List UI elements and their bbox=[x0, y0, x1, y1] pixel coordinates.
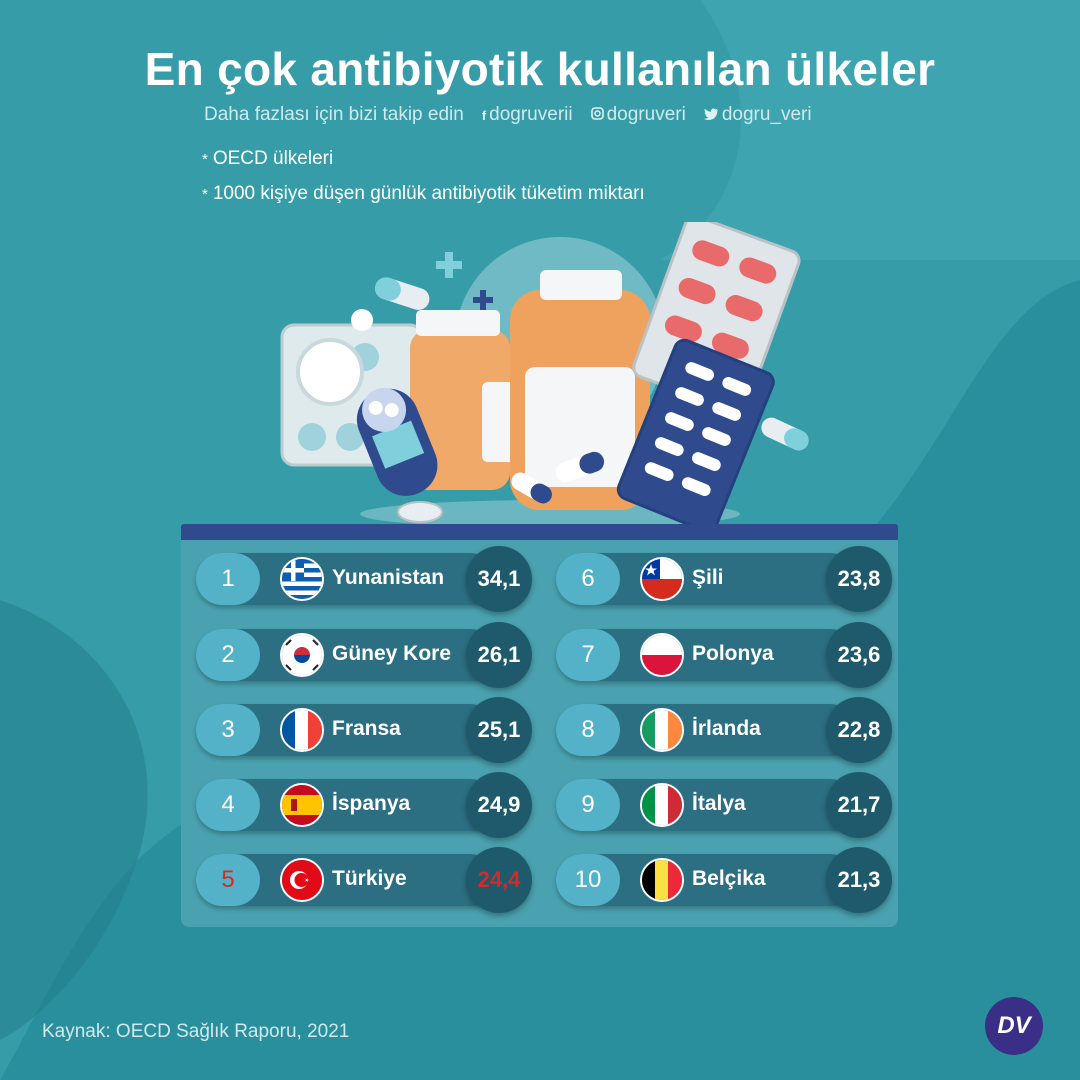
ranking-row: 3 Fransa 25,1 bbox=[196, 697, 532, 763]
rank-number: 1 bbox=[196, 553, 260, 605]
country-name: İtalya bbox=[692, 792, 746, 815]
ranking-row: 5 Türkiye 24,4 bbox=[196, 847, 532, 913]
country-name: İspanya bbox=[332, 792, 411, 815]
ranking-row: 8 İrlanda 22,8 bbox=[556, 697, 892, 763]
value-circle: 26,1 bbox=[466, 622, 532, 688]
logo-text: DV bbox=[997, 1012, 1031, 1039]
country-name: Fransa bbox=[332, 717, 401, 740]
greece-flag bbox=[280, 557, 324, 601]
instagram-icon bbox=[590, 107, 604, 123]
value-circle: 23,6 bbox=[826, 622, 892, 688]
facebook-icon: f bbox=[481, 107, 487, 123]
facebook-link[interactable]: f dogruverii bbox=[482, 104, 573, 126]
ireland-flag bbox=[640, 708, 684, 752]
rank-number: 7 bbox=[556, 629, 620, 681]
ranking-row: 6 Şili 23,8 bbox=[556, 546, 892, 612]
rank-number: 8 bbox=[556, 704, 620, 756]
asterisk-icon: * bbox=[202, 150, 208, 168]
rank-number: 4 bbox=[196, 779, 260, 831]
instagram-link[interactable]: dogruveri bbox=[590, 104, 686, 126]
rank-number: 6 bbox=[556, 553, 620, 605]
note-text: 1000 kişiye düşen günlük antibiyotik tük… bbox=[212, 183, 645, 204]
turkey-flag bbox=[280, 858, 324, 902]
plus-icon bbox=[473, 290, 493, 310]
value-circle: 22,8 bbox=[826, 697, 892, 763]
value-circle: 21,7 bbox=[826, 772, 892, 838]
south-korea-flag bbox=[280, 633, 324, 677]
italy-flag bbox=[640, 783, 684, 827]
twitter-handle: dogru_veri bbox=[721, 104, 812, 125]
follow-bar: Daha fazlası için bizi takip edin f dogr… bbox=[204, 104, 812, 126]
facebook-handle: dogruverii bbox=[489, 104, 573, 125]
rank-number: 2 bbox=[196, 629, 260, 681]
rank-number: 5 bbox=[196, 854, 260, 906]
plus-icon bbox=[436, 252, 462, 278]
country-name: Belçika bbox=[692, 867, 766, 890]
page-title: En çok antibiyotik kullanılan ülkeler bbox=[144, 43, 936, 95]
value-circle: 24,9 bbox=[466, 772, 532, 838]
country-name: Türkiye bbox=[332, 867, 407, 890]
value-circle: 24,4 bbox=[466, 847, 532, 913]
belgium-flag bbox=[640, 858, 684, 902]
country-name: Yunanistan bbox=[332, 566, 445, 589]
ranking-row: 2 Güney Kore 26,1 bbox=[196, 622, 532, 688]
ranking-row: 7 Polonya 23,6 bbox=[556, 622, 892, 688]
chile-flag bbox=[640, 557, 684, 601]
medicine-illustration bbox=[280, 222, 809, 532]
country-name: Şili bbox=[692, 566, 724, 589]
rank-number: 10 bbox=[556, 854, 620, 906]
rank-number: 9 bbox=[556, 779, 620, 831]
source-text: Kaynak: OECD Sağlık Raporu, 2021 bbox=[42, 1021, 350, 1042]
instagram-handle: dogruveri bbox=[606, 104, 686, 125]
twitter-icon bbox=[703, 108, 719, 123]
country-name: İrlanda bbox=[692, 717, 761, 740]
value-circle: 21,3 bbox=[826, 847, 892, 913]
twitter-link[interactable]: dogru_veri bbox=[703, 104, 812, 126]
country-name: Güney Kore bbox=[332, 642, 452, 665]
follow-text: Daha fazlası için bizi takip edin bbox=[204, 104, 464, 125]
shelf-top bbox=[181, 524, 898, 544]
poland-flag bbox=[640, 633, 684, 677]
france-flag bbox=[280, 708, 324, 752]
ranking-row: 4 İspanya 24,9 bbox=[196, 772, 532, 838]
spain-flag bbox=[280, 783, 324, 827]
dogruveri-logo: DV bbox=[985, 997, 1043, 1055]
value-circle: 34,1 bbox=[466, 546, 532, 612]
value-circle: 23,8 bbox=[826, 546, 892, 612]
note-unit: * 1000 kişiye düşen günlük antibiyotik t… bbox=[202, 183, 645, 205]
note-text: OECD ülkeleri bbox=[212, 148, 334, 169]
ranking-row: 9 İtalya 21,7 bbox=[556, 772, 892, 838]
note-oecd: * OECD ülkeleri bbox=[202, 148, 333, 170]
ranking-row: 10 Belçika 21,3 bbox=[556, 847, 892, 913]
country-name: Polonya bbox=[692, 642, 774, 665]
ranking-row: 1 Yunanistan 34,1 bbox=[196, 546, 532, 612]
value-circle: 25,1 bbox=[466, 697, 532, 763]
rank-number: 3 bbox=[196, 704, 260, 756]
asterisk-icon: * bbox=[202, 185, 208, 203]
